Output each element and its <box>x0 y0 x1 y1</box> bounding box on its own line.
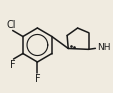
Text: Cl: Cl <box>7 20 16 29</box>
Text: F: F <box>10 60 15 70</box>
Text: NH: NH <box>97 43 110 52</box>
Text: F: F <box>34 74 40 84</box>
